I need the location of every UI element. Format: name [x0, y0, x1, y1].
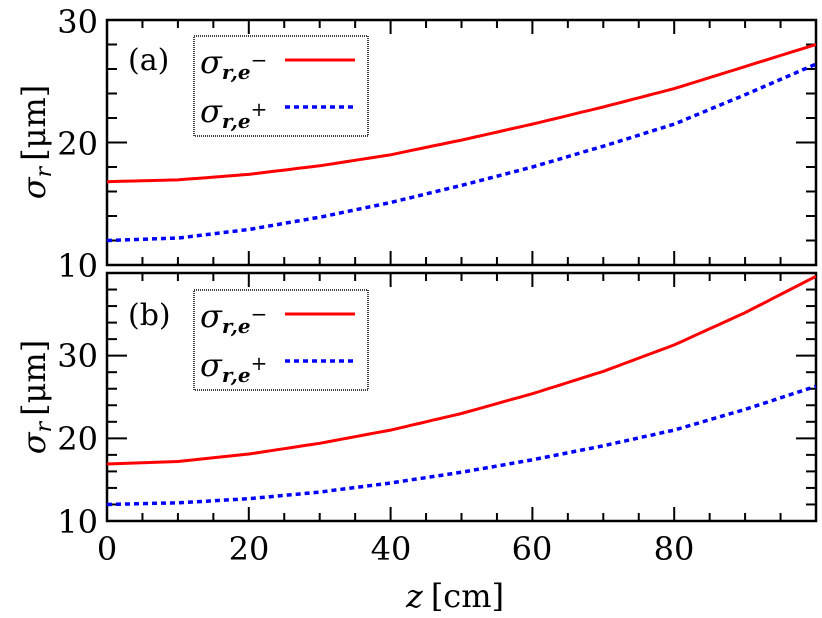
panel-b-e-plus-line: [106, 384, 817, 507]
panel-a-e-plus-line: [106, 62, 817, 243]
panel-b: 30 20 10 (b) σr,e− σr,e+ σr[μm] 0 20 40 …: [15, 271, 818, 615]
panel-b-label: (b): [128, 298, 171, 333]
panel-a-ticks: [106, 19, 817, 266]
panel-b-e-minus-line: [106, 274, 817, 466]
legend-e-plus-label: σr,e+: [200, 346, 267, 387]
panel-b-ytick-10: 10: [57, 503, 98, 541]
legend-box: [193, 35, 369, 137]
panel-a-legend: σr,e− σr,e+: [193, 35, 369, 137]
legend-e-minus-label: σr,e−: [200, 43, 267, 84]
xtick-20: 20: [229, 530, 270, 568]
panel-a-ytick-20: 20: [57, 125, 98, 163]
panel-a-y-axis-label: σr[μm]: [15, 85, 57, 199]
panel-a-e-minus-line: [106, 43, 817, 184]
x-axis-label: z [cm]: [405, 577, 504, 615]
legend-e-minus-label: σr,e−: [200, 297, 267, 338]
panel-b-y-axis-label: σr[μm]: [15, 340, 57, 454]
panel-b-ticks: [106, 272, 817, 522]
panel-b-ytick-30: 30: [57, 337, 98, 375]
xtick-80: 80: [654, 530, 695, 568]
panel-a: 30 20 10 (a) σr,e− σr,e+ σr[μm]: [15, 3, 818, 285]
panel-a-label: (a): [128, 43, 169, 78]
xtick-60: 60: [512, 530, 553, 568]
legend-e-plus-label: σr,e+: [200, 92, 267, 133]
panel-a-ytick-30: 30: [57, 3, 98, 41]
xtick-0: 0: [97, 530, 117, 568]
panel-b-legend: σr,e− σr,e+: [193, 289, 369, 391]
panel-b-ytick-20: 20: [57, 420, 98, 458]
panel-a-ytick-10: 10: [57, 247, 98, 285]
legend-box: [193, 289, 369, 391]
xtick-40: 40: [371, 530, 412, 568]
